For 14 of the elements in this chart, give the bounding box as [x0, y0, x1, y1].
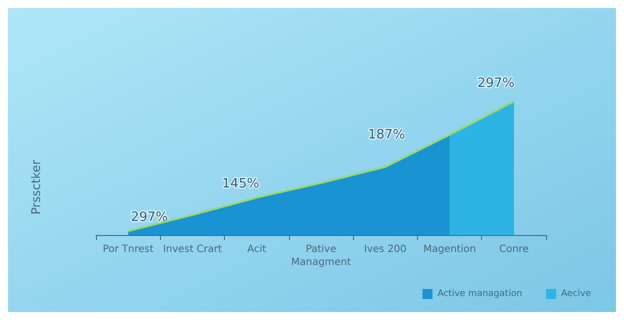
- x-tick-label: Conre: [499, 244, 529, 255]
- x-tick-label: Pative Managment: [291, 244, 351, 268]
- annotation: 297%: [130, 210, 168, 225]
- annotation: 145%: [222, 176, 260, 192]
- x-tick-label: Invest Crart: [162, 244, 222, 255]
- x-tick-label: Por Tnrest: [102, 244, 154, 255]
- x-tick-label: Acit: [247, 244, 266, 255]
- x-tick-label: Magention: [423, 244, 476, 255]
- legend-label: Active managation: [437, 289, 522, 299]
- y-axis-title: Prssctker: [29, 160, 43, 215]
- text: 297%: [477, 76, 515, 91]
- x-tick-label: Ives 200: [364, 244, 407, 255]
- annotation: 187%: [368, 128, 406, 143]
- legend-label: Aecive: [561, 289, 592, 299]
